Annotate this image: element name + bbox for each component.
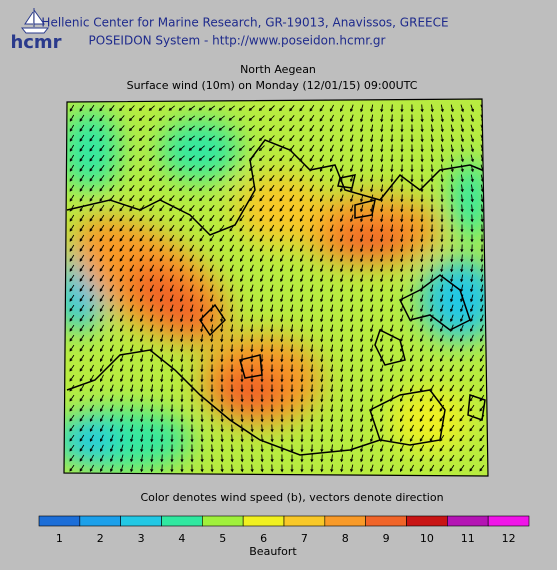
colorbar-swatch [202,515,244,527]
colorbar-swatch [365,515,407,527]
colorbar-unit: Beaufort [249,545,297,558]
colorbar-label: 2 [97,532,104,545]
colorbar-swatch [161,515,203,527]
colorbar-swatch [79,515,121,527]
colorbar-swatch [283,515,326,527]
colorbar-label: 12 [502,532,516,545]
colorbar-label: 6 [260,532,267,545]
colorbar-label: 3 [138,532,145,545]
colorbar-swatch [324,515,366,527]
wind-arrows [69,104,485,473]
colorbar-label: 8 [342,532,349,545]
coastline [66,139,486,456]
colorbar-label: 5 [219,532,226,545]
colorbar-swatch [487,515,530,527]
logo-icon [20,8,50,34]
colorbar-label: 1 [56,532,63,545]
header-line: Hellenic Center for Marine Research, GR-… [41,16,448,30]
wind-vectors [69,104,485,473]
colorbar-label: 9 [383,532,390,545]
wind-field [64,99,488,476]
map-frame [63,98,489,477]
colorbar-label: 11 [461,532,475,545]
logo-text: hcmr [10,32,61,53]
colorbar-label: 4 [178,532,185,545]
colorbar-swatch [120,515,162,527]
colorbar: 1 2 3 4 5 6 7 8 9 10 11 12 [38,515,530,545]
map-title: North Aegean [240,63,316,76]
header-line: POSEIDON System - http://www.poseidon.hc… [89,34,386,48]
map-caption: Color denotes wind speed (b), vectors de… [140,491,443,504]
colorbar-swatch [38,515,81,527]
colorbar-label: 7 [301,532,308,545]
colorbar-swatch [242,515,285,527]
colorbar-label: 10 [420,532,434,545]
colorbar-swatch [406,515,448,527]
map-subtitle: Surface wind (10m) on Monday (12/01/15) … [127,79,418,92]
colorbar-swatch [447,515,489,527]
